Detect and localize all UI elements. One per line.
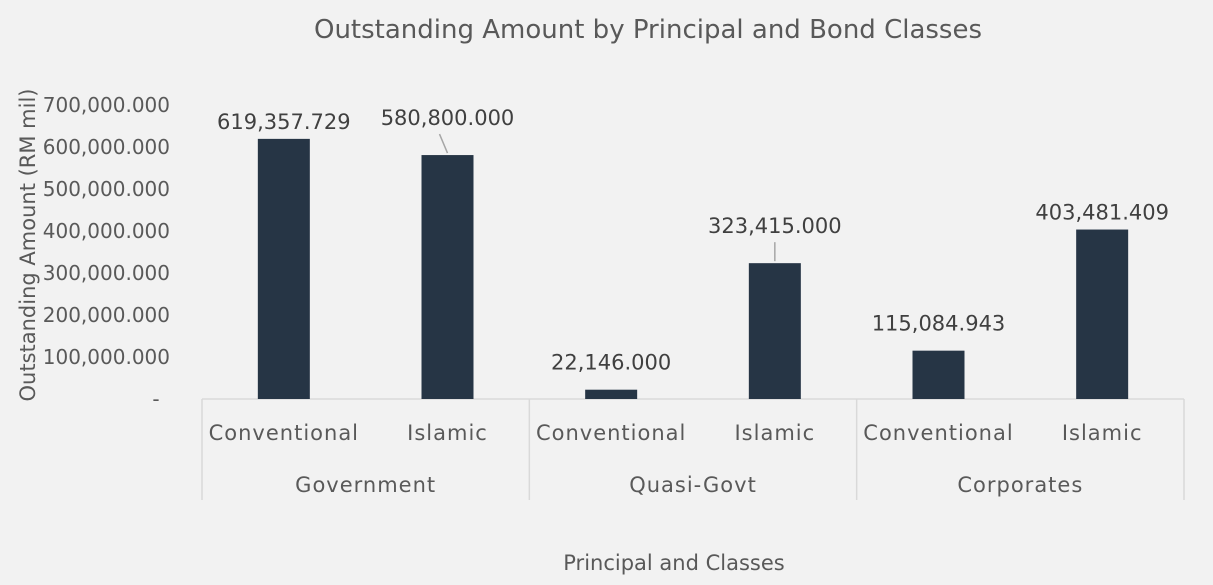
bars: 619,357.729 580,800.000 22,146.000 323,415.… (217, 106, 1169, 399)
x-tick-label: Islamic (407, 421, 488, 445)
group-label: Government (295, 473, 436, 497)
bar (748, 263, 801, 399)
group-label: Quasi-Govt (629, 473, 757, 497)
y-tick-label: 300,000.000 (43, 261, 170, 285)
x-tick-label: Conventional (209, 421, 359, 445)
bar (585, 389, 638, 399)
group-label: Corporates (957, 473, 1083, 497)
chart-title: Outstanding Amount by Principal and Bond… (314, 15, 982, 45)
bar (421, 155, 474, 399)
x-axis-labels: Conventional Islamic Government Conventiona… (209, 421, 1143, 497)
data-label: 403,481.409 (1035, 201, 1169, 225)
y-axis-ticks: - 100,000.000 200,000.000 300,000.000 400,00… (43, 93, 170, 411)
y-tick-label: 100,000.000 (43, 345, 170, 369)
data-label: 22,146.000 (551, 351, 671, 375)
x-tick-label: Conventional (536, 421, 686, 445)
data-label: 580,800.000 (381, 106, 515, 130)
data-label: 619,357.729 (217, 110, 351, 134)
y-tick-label: 400,000.000 (43, 219, 170, 243)
y-tick-label: 700,000.000 (43, 93, 170, 117)
leader-line (438, 133, 449, 154)
bar (257, 138, 310, 399)
x-tick-label: Islamic (1062, 421, 1143, 445)
x-axis-label: Principal and Classes (563, 551, 784, 575)
y-tick-label: 500,000.000 (43, 177, 170, 201)
y-tick-label: 600,000.000 (43, 135, 170, 159)
x-tick-label: Islamic (734, 421, 815, 445)
y-tick-label: - (152, 387, 159, 411)
y-axis-label: Outstanding Amount (RM mil) (16, 88, 40, 401)
x-tick-label: Conventional (863, 421, 1013, 445)
y-tick-label: 200,000.000 (43, 303, 170, 327)
x-axis-lines (201, 398, 1185, 500)
bar (1076, 229, 1129, 399)
bar (912, 350, 965, 399)
data-label: 323,415.000 (708, 214, 842, 238)
data-label: 115,084.943 (872, 312, 1006, 336)
